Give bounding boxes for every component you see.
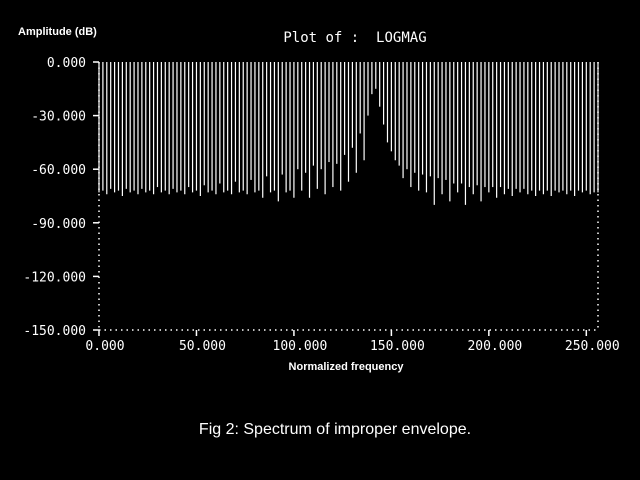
x-tick-label: 100.000 bbox=[273, 339, 328, 354]
data-bars bbox=[98, 62, 599, 205]
x-tick-label: 250.000 bbox=[565, 339, 620, 354]
x-axis-ticks: 0.000 50.000 100.000 150.000 200.000 250.000 bbox=[85, 330, 620, 354]
figure-caption: Fig 2: Spectrum of improper envelope. bbox=[199, 421, 471, 438]
chart-title: Plot of : LOGMAG bbox=[283, 30, 426, 46]
x-tick-label: 150.000 bbox=[370, 339, 425, 354]
x-tick-label: 50.000 bbox=[179, 339, 226, 354]
y-axis-ticks: 0.000 -30.000 -60.000 -90.000 -120.000 -150.0… bbox=[23, 56, 99, 339]
y-tick-label: -150.000 bbox=[23, 324, 86, 339]
y-tick-label: 0.000 bbox=[47, 56, 86, 71]
x-tick-label: 200.000 bbox=[467, 339, 522, 354]
y-tick-label: -90.000 bbox=[31, 217, 86, 232]
y-tick-label: -60.000 bbox=[31, 163, 86, 178]
x-tick-label: 0.000 bbox=[85, 339, 124, 354]
y-tick-label: -120.000 bbox=[23, 270, 86, 285]
x-axis-label: Normalized frequency bbox=[289, 361, 405, 373]
y-axis-label: Amplitude (dB) bbox=[18, 26, 97, 38]
y-tick-label: -30.000 bbox=[31, 110, 86, 125]
